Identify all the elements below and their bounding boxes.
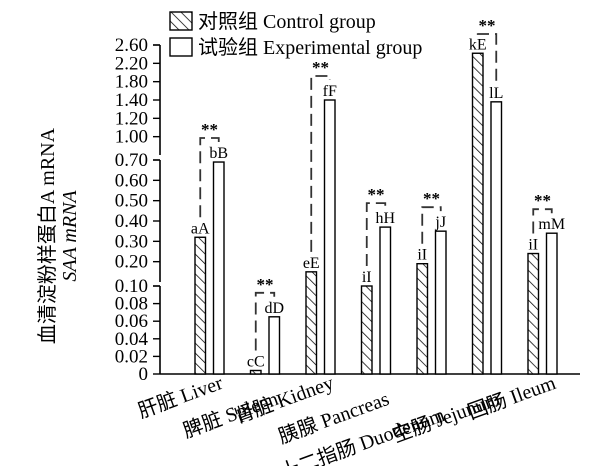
- significance-label: **: [201, 120, 218, 139]
- y-tick-label: 0.60: [115, 170, 148, 191]
- bar-experimental: [212, 161, 225, 375]
- significance-bracket: [532, 208, 553, 234]
- significance-label: **: [534, 191, 551, 210]
- bar-control: [416, 263, 429, 375]
- y-tick-label: 1.00: [115, 127, 148, 148]
- legend-swatch-control: [169, 11, 193, 31]
- significance-label: **: [312, 58, 329, 77]
- bar-label-experimental: fF: [323, 83, 337, 100]
- bar-control: [194, 236, 207, 375]
- bar-label-experimental: hH: [375, 210, 395, 227]
- y-tick-label: 1.40: [115, 90, 148, 111]
- significance-bracket: [476, 33, 498, 82]
- bar-label-control: aA: [191, 220, 210, 237]
- y-tick-label: 0.04: [115, 329, 149, 350]
- y-tick-label: 0.10: [115, 276, 148, 297]
- y-tick-label: 2.60: [115, 35, 148, 56]
- bar-control: [471, 52, 484, 375]
- bar-experimental: [545, 232, 558, 375]
- y-tick-label: 2.20: [115, 53, 148, 74]
- y-tick-label: 0.08: [115, 294, 148, 315]
- significance-label: **: [368, 185, 385, 204]
- bar-label-experimental: jJ: [434, 214, 446, 231]
- bar-experimental: [268, 316, 281, 375]
- significance-label: **: [479, 16, 496, 35]
- bar-label-control: iI: [528, 237, 538, 254]
- bar-label-control: iI: [362, 269, 372, 286]
- y-tick-label: 0.02: [115, 346, 148, 367]
- bar-experimental: [434, 230, 447, 375]
- bar-label-control: kE: [469, 36, 487, 53]
- significance-label: **: [423, 189, 440, 208]
- bar-control: [527, 252, 540, 375]
- bar-label-experimental: lL: [489, 85, 503, 102]
- plot-area: 00.020.040.060.080.10 0.200.300.400.500.6…: [115, 16, 580, 471]
- y-axis-title: 血清淀粉样蛋白A mRNA: [36, 127, 59, 344]
- bar-label-experimental: dD: [264, 300, 284, 317]
- bar-experimental: [323, 99, 336, 375]
- significance-label: **: [257, 275, 274, 294]
- bar-control: [305, 271, 318, 375]
- bar-label-control: iI: [417, 247, 427, 264]
- bar-control: [360, 285, 373, 375]
- y-tick-label: 0.40: [115, 211, 148, 232]
- y-tick-label: 0.30: [115, 231, 148, 252]
- x-category-label: 回肠 Ileum: [465, 372, 559, 424]
- y-tick-label: 0.06: [115, 311, 148, 332]
- y-tick-label: 0: [139, 364, 149, 385]
- bar-label-experimental: mM: [538, 216, 565, 233]
- bar-label-experimental: bB: [209, 145, 228, 162]
- y-tick-label: 0.50: [115, 191, 148, 212]
- bar-experimental: [379, 226, 392, 375]
- legend: 对照组 Control group 试验组 Experimental group: [169, 10, 422, 59]
- y-tick-label: 0.20: [115, 252, 148, 273]
- significance-bracket: [254, 291, 276, 351]
- y-tick-label: 0.70: [115, 150, 148, 171]
- legend-label-control: 对照组 Control group: [198, 10, 376, 33]
- legend-swatch-experimental: [169, 37, 193, 57]
- y-tick-label: 1.20: [115, 108, 148, 129]
- bar-label-control: cC: [247, 353, 265, 370]
- bar-label-control: eE: [303, 255, 320, 272]
- significance-bracket: [199, 137, 220, 218]
- y-tick-label: 1.80: [115, 72, 148, 93]
- significance-bracket: [421, 206, 442, 244]
- bar-experimental: [490, 101, 503, 375]
- significance-bracket: [310, 75, 331, 252]
- y-axis-title-en: SAA mRNA: [59, 190, 81, 282]
- legend-label-experimental: 试验组 Experimental group: [198, 36, 422, 59]
- bar-control: [249, 369, 262, 375]
- significance-bracket: [365, 202, 387, 266]
